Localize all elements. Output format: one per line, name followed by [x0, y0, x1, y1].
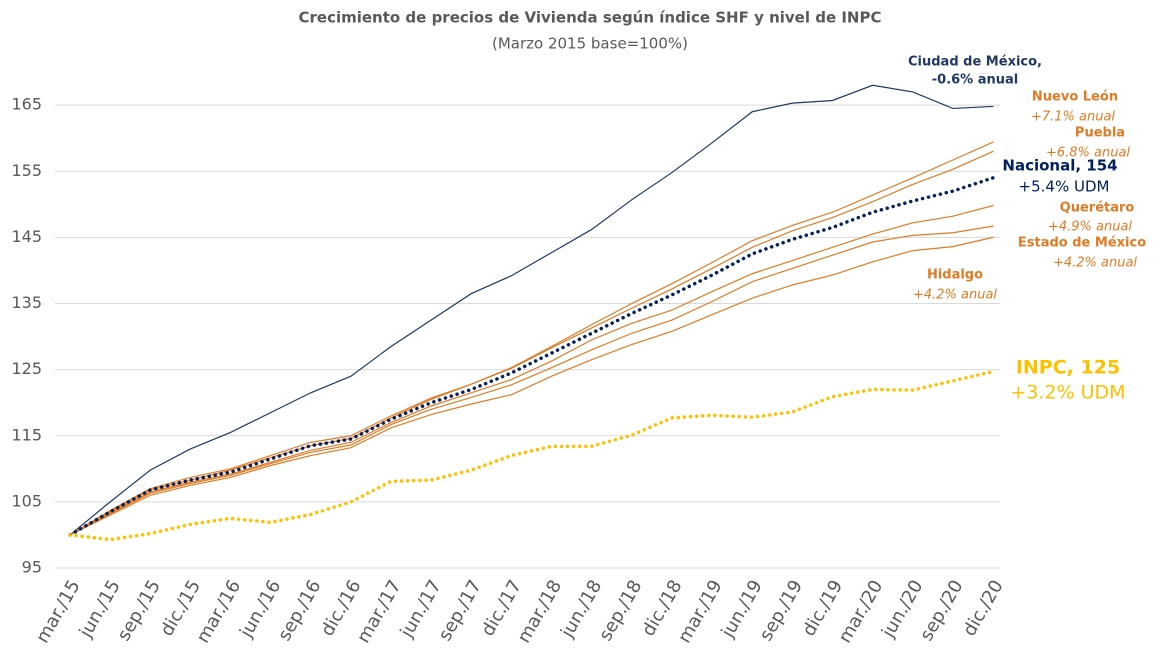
y-tick-label: 145	[11, 227, 42, 246]
annotation: +3.2% UDM	[1010, 382, 1125, 404]
series-line	[68, 176, 995, 537]
annotation: +4.9% anual	[1048, 220, 1132, 235]
annotation: Nacional, 154	[1002, 157, 1117, 175]
annotation: +5.4% UDM	[1019, 178, 1110, 196]
series-line	[68, 369, 995, 542]
series-line	[69, 205, 994, 536]
y-tick-label: 165	[11, 95, 42, 114]
series-line	[69, 236, 994, 536]
annotation: Nuevo León	[1032, 90, 1118, 105]
chart-title: Crecimiento de precios de Vivienda según…	[299, 9, 882, 27]
annotation: Hidalgo	[927, 268, 983, 283]
annotation: Ciudad de México,	[908, 55, 1042, 70]
series-line	[69, 84, 994, 536]
y-tick-label: 95	[22, 558, 42, 577]
annotation: Querétaro	[1060, 201, 1135, 216]
y-tick-label: 125	[11, 359, 42, 378]
y-tick-label: 115	[11, 425, 42, 444]
y-tick-label: 135	[11, 293, 42, 312]
x-tick-label: mar./15	[32, 577, 85, 647]
annotation: +4.2% anual	[913, 288, 997, 303]
annotation: +4.2% anual	[1053, 256, 1137, 271]
x-tick-label: dic./20	[959, 577, 1008, 640]
annotation: Puebla	[1075, 126, 1125, 141]
chart-subtitle: (Marzo 2015 base=100%)	[492, 35, 688, 53]
annotation: Estado de México	[1018, 236, 1146, 251]
y-tick-label: 105	[11, 491, 42, 510]
series-line	[69, 150, 994, 536]
series-line	[69, 141, 994, 536]
series-line	[69, 225, 994, 536]
annotation: INPC, 125	[1016, 357, 1120, 379]
y-tick-label: 155	[11, 161, 42, 180]
annotation: +7.1% anual	[1031, 110, 1115, 125]
annotation: -0.6% anual	[932, 73, 1019, 88]
annotation: +6.8% anual	[1046, 146, 1130, 161]
